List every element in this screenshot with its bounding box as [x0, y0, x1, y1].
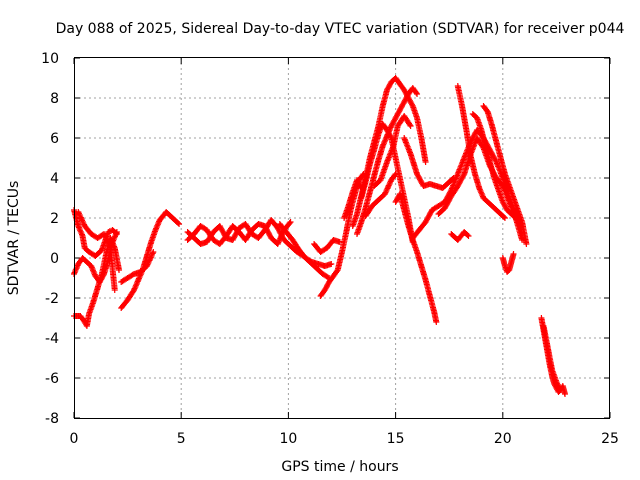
series-track-26	[499, 251, 517, 275]
y-tick-label: 6	[50, 131, 59, 147]
point-markers	[540, 323, 564, 393]
series-track-4	[75, 209, 118, 293]
series-track-11	[311, 237, 343, 255]
x-tick-label: 25	[601, 431, 619, 447]
point-markers	[75, 209, 118, 293]
series-track-25	[448, 229, 472, 243]
x-tick-label: 0	[70, 431, 79, 447]
chart-title: Day 088 of 2025, Sidereal Day-to-day VTE…	[56, 21, 625, 37]
axis-ticks: 0 5 10 15 20 25 -8 -6 -4 -2 0 2 4 6 8 10	[41, 51, 619, 447]
series-track-8	[184, 219, 294, 247]
data-points	[71, 75, 568, 397]
series-track-22	[454, 83, 508, 221]
series-track-24	[480, 103, 530, 247]
x-tick-label: 10	[279, 431, 297, 447]
x-tick-label: 5	[177, 431, 186, 447]
x-tick-label: 15	[387, 431, 405, 447]
point-markers	[362, 171, 399, 219]
point-markers	[311, 237, 343, 255]
point-markers	[371, 113, 414, 189]
point-markers	[480, 103, 530, 247]
series-track-23	[469, 111, 519, 221]
y-tick-label: -2	[45, 291, 59, 307]
series-track-16	[371, 113, 414, 189]
series-track-17	[362, 171, 399, 219]
point-markers	[392, 191, 440, 325]
series-track-12	[341, 177, 365, 221]
y-tick-label: 8	[50, 91, 59, 107]
series-track-28	[540, 323, 564, 393]
y-tick-label: 0	[50, 251, 59, 267]
y-tick-label: -4	[45, 331, 59, 347]
point-markers	[184, 219, 294, 247]
point-markers	[448, 229, 472, 243]
series-track-18	[392, 191, 440, 325]
y-axis-label: SDTVAR / TECUs	[6, 181, 22, 296]
series-track-9	[276, 221, 335, 269]
point-markers	[499, 251, 517, 275]
y-tick-label: 4	[50, 171, 59, 187]
plot-frame	[74, 57, 610, 419]
point-markers	[401, 135, 457, 191]
point-markers	[276, 221, 335, 269]
point-markers	[454, 83, 508, 221]
point-markers	[341, 177, 365, 221]
series-track-19	[401, 135, 457, 191]
y-tick-label: -6	[45, 371, 59, 387]
x-tick-label: 20	[494, 431, 512, 447]
series-track-6	[118, 249, 157, 285]
y-tick-label: -8	[45, 411, 59, 427]
y-tick-label: 10	[41, 51, 59, 67]
point-markers	[469, 111, 519, 221]
y-tick-label: 2	[50, 211, 59, 227]
x-axis-label: GPS time / hours	[281, 459, 398, 475]
point-markers	[118, 249, 157, 285]
